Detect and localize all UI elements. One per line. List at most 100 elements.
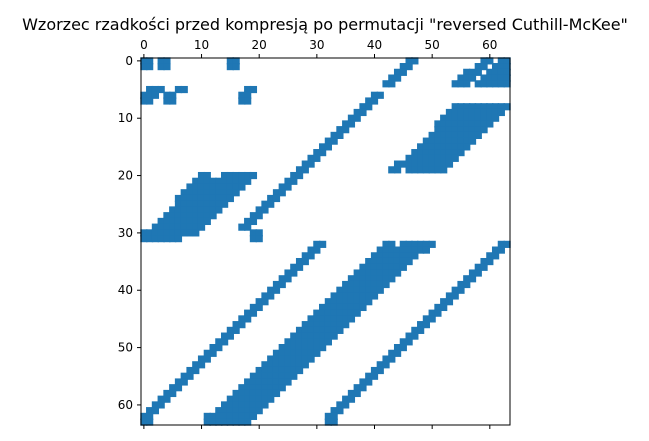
nonzero-cell [197, 189, 206, 197]
nonzero-cell [209, 183, 217, 191]
nonzero-cell [474, 103, 482, 111]
nonzero-cell [388, 74, 396, 82]
nonzero-cell [244, 85, 252, 94]
nonzero-cell [388, 240, 396, 248]
nonzero-cell [411, 154, 419, 162]
nonzero-cell [313, 349, 321, 357]
nonzero-cell [445, 108, 454, 117]
nonzero-cell [330, 332, 338, 340]
nonzero-cell [445, 131, 454, 139]
nonzero-cell [353, 280, 361, 289]
nonzero-cell [486, 114, 494, 122]
nonzero-cell [330, 418, 338, 426]
nonzero-cell [197, 194, 206, 203]
nonzero-cell [353, 292, 361, 300]
nonzero-cell [186, 372, 194, 380]
nonzero-cell [382, 252, 390, 260]
nonzero-cell [272, 194, 281, 203]
x-tick-label: 30 [309, 38, 324, 52]
nonzero-cell [278, 349, 286, 357]
nonzero-cell [503, 80, 511, 88]
nonzero-cell [451, 126, 459, 134]
nonzero-cell [451, 137, 459, 145]
nonzero-cell [272, 384, 281, 392]
nonzero-cell [313, 309, 321, 317]
y-tick-label: 40 [118, 283, 133, 297]
nonzero-cell [411, 246, 419, 254]
nonzero-cell [244, 395, 252, 403]
nonzero-cell [295, 366, 304, 375]
nonzero-cell [319, 149, 327, 157]
nonzero-cell [249, 303, 258, 312]
nonzero-cell [463, 114, 471, 122]
nonzero-cell [192, 194, 200, 203]
nonzero-cell [307, 160, 315, 168]
nonzero-cell [365, 298, 373, 306]
nonzero-cell [272, 361, 281, 369]
nonzero-cell [399, 240, 407, 248]
nonzero-cell [440, 114, 448, 122]
y-tick-label: 30 [118, 226, 133, 240]
nonzero-cell [226, 177, 234, 185]
nonzero-cell [163, 235, 171, 243]
nonzero-cell [307, 355, 315, 363]
nonzero-cell [174, 378, 183, 386]
nonzero-cell [192, 200, 200, 208]
nonzero-cell [463, 137, 471, 145]
nonzero-cell [491, 80, 500, 88]
nonzero-cell [307, 246, 315, 254]
nonzero-cell [284, 349, 292, 357]
nonzero-cell [249, 229, 258, 237]
nonzero-cell [157, 57, 165, 65]
nonzero-cell [342, 401, 350, 409]
nonzero-cell [417, 326, 425, 334]
nonzero-cell [307, 349, 315, 357]
nonzero-cell [474, 63, 482, 71]
nonzero-cell [157, 217, 165, 226]
nonzero-cell [451, 154, 459, 162]
nonzero-cell [146, 85, 154, 94]
nonzero-cell [474, 108, 482, 117]
nonzero-cell [174, 384, 183, 392]
nonzero-cell [307, 154, 315, 162]
nonzero-cell [497, 63, 505, 71]
nonzero-cell [451, 131, 459, 139]
nonzero-cell [272, 372, 281, 380]
nonzero-cell [388, 246, 396, 254]
nonzero-cell [434, 166, 442, 174]
nonzero-cell [365, 269, 373, 277]
nonzero-cell [232, 401, 240, 409]
nonzero-cell [457, 143, 465, 151]
nonzero-cell [272, 389, 281, 398]
nonzero-cell [319, 344, 327, 352]
nonzero-cell [319, 303, 327, 312]
nonzero-cell [169, 389, 177, 398]
nonzero-cell [463, 108, 471, 117]
nonzero-cell [417, 246, 425, 254]
nonzero-cell [290, 361, 298, 369]
nonzero-cell [359, 298, 367, 306]
nonzero-cell [411, 240, 419, 248]
nonzero-cell [434, 126, 442, 134]
nonzero-cell [192, 177, 200, 185]
nonzero-cell [324, 143, 332, 151]
nonzero-cell [249, 389, 258, 398]
y-tick-label: 50 [118, 341, 133, 355]
nonzero-cell [474, 68, 482, 76]
nonzero-cell [290, 332, 298, 340]
nonzero-cell [474, 126, 482, 134]
nonzero-cell [272, 280, 281, 289]
nonzero-cell [295, 263, 304, 271]
nonzero-cell [244, 389, 252, 398]
nonzero-cell [388, 269, 396, 277]
nonzero-cell [197, 171, 206, 180]
nonzero-cell [463, 280, 471, 289]
nonzero-cell [422, 137, 430, 145]
nonzero-cell [457, 108, 465, 117]
nonzero-cell [226, 407, 234, 415]
nonzero-cell [434, 154, 442, 162]
nonzero-cell [359, 275, 367, 283]
nonzero-cell [295, 171, 304, 180]
nonzero-cell [319, 338, 327, 346]
nonzero-cell [486, 108, 494, 117]
